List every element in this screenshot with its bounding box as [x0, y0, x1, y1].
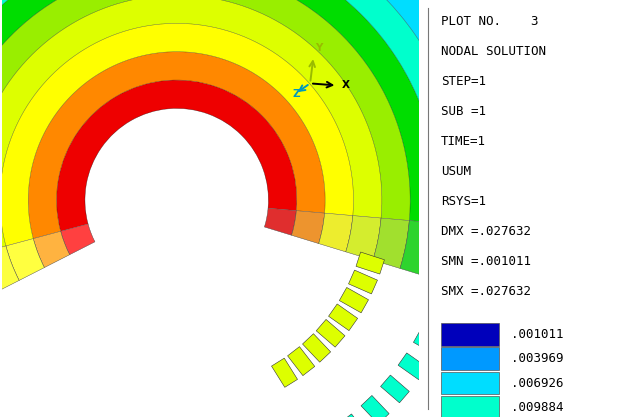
Polygon shape	[340, 414, 367, 417]
Polygon shape	[288, 347, 315, 376]
Text: .001011: .001011	[511, 328, 564, 341]
Wedge shape	[292, 211, 325, 244]
Wedge shape	[56, 80, 297, 231]
Wedge shape	[508, 231, 551, 310]
Polygon shape	[271, 358, 298, 387]
Bar	[441, 372, 498, 394]
Text: RSYS=1: RSYS=1	[441, 195, 486, 208]
Wedge shape	[33, 231, 70, 268]
Text: Z: Z	[293, 89, 300, 99]
Wedge shape	[427, 223, 466, 285]
Bar	[441, 347, 498, 370]
Wedge shape	[373, 218, 409, 269]
Text: SMX =.027632: SMX =.027632	[441, 285, 531, 298]
Text: .003969: .003969	[511, 352, 564, 365]
Text: TIME=1: TIME=1	[441, 135, 486, 148]
Polygon shape	[398, 353, 427, 379]
Polygon shape	[339, 287, 369, 313]
Wedge shape	[0, 0, 495, 283]
Wedge shape	[0, 0, 410, 261]
Text: PLOT NO.    3: PLOT NO. 3	[441, 15, 539, 28]
Text: NODAL SOLUTION: NODAL SOLUTION	[441, 45, 545, 58]
Polygon shape	[356, 252, 384, 274]
Wedge shape	[319, 213, 353, 252]
Polygon shape	[361, 395, 389, 417]
Wedge shape	[0, 23, 354, 246]
Text: X: X	[341, 80, 349, 90]
Wedge shape	[345, 216, 381, 260]
Polygon shape	[316, 319, 345, 347]
Text: SMN =.001011: SMN =.001011	[441, 255, 531, 268]
Wedge shape	[0, 246, 19, 293]
Polygon shape	[0, 0, 564, 279]
Text: USUM: USUM	[441, 165, 471, 178]
Wedge shape	[0, 0, 438, 268]
Polygon shape	[426, 304, 455, 328]
Wedge shape	[454, 226, 494, 293]
Text: SUB =1: SUB =1	[441, 105, 486, 118]
Wedge shape	[0, 0, 467, 275]
Wedge shape	[0, 0, 552, 297]
Wedge shape	[265, 208, 297, 235]
Polygon shape	[329, 304, 357, 331]
Wedge shape	[28, 52, 325, 239]
Bar	[441, 323, 498, 346]
Text: .009884: .009884	[511, 401, 564, 414]
Polygon shape	[302, 334, 330, 362]
Wedge shape	[6, 239, 45, 280]
Wedge shape	[0, 0, 382, 253]
Text: Y: Y	[315, 43, 322, 53]
Bar	[441, 396, 498, 417]
Polygon shape	[381, 375, 409, 403]
Text: DMX =.027632: DMX =.027632	[441, 225, 531, 238]
Text: STEP=1: STEP=1	[441, 75, 486, 88]
Polygon shape	[413, 329, 443, 354]
Polygon shape	[437, 278, 465, 300]
Circle shape	[88, 112, 265, 289]
Wedge shape	[482, 228, 522, 301]
Wedge shape	[61, 224, 95, 255]
Wedge shape	[400, 221, 438, 277]
Wedge shape	[0, 0, 524, 290]
Text: .006926: .006926	[511, 377, 564, 389]
Polygon shape	[349, 270, 377, 294]
